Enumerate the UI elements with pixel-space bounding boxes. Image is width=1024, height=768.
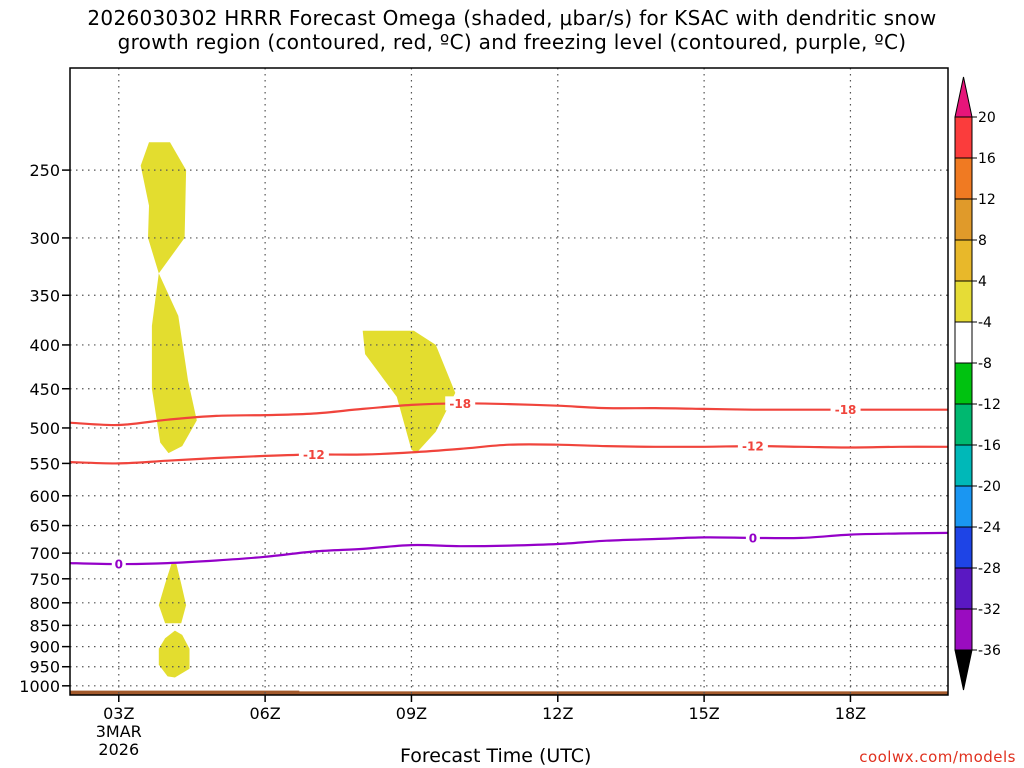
- y-tick-label-350: 350: [29, 286, 60, 305]
- colorbar-label-7: -12: [978, 397, 1001, 413]
- omega-region-right: [362, 330, 456, 454]
- colorbar-label-13: -36: [978, 643, 1001, 659]
- y-tick-label-950: 950: [29, 658, 60, 677]
- contour-label-bg-1-1: [737, 439, 768, 454]
- colorbar-label-9: -20: [978, 479, 1001, 495]
- colorbar-swatch-7: [954, 403, 973, 446]
- contour-label-1-0: -12: [303, 448, 325, 462]
- omega-shading-layer: [140, 142, 456, 678]
- colorbar-label-10: -24: [978, 520, 1001, 536]
- colorbar-label-1: 16: [978, 151, 996, 167]
- colorbar-label-8: -16: [978, 438, 1001, 454]
- x-tick-label-03Z: 03Z: [103, 704, 134, 723]
- y-tick-label-900: 900: [29, 638, 60, 657]
- x-tick-label-06Z: 06Z: [249, 704, 280, 723]
- x-tick-label-18Z: 18Z: [835, 704, 866, 723]
- colorbar-label-12: -32: [978, 602, 1001, 618]
- contour-label-0-0: -18: [449, 397, 471, 411]
- y-tick-label-300: 300: [29, 229, 60, 248]
- y-tick-label-850: 850: [29, 616, 60, 635]
- y-tick-label-800: 800: [29, 594, 60, 613]
- terrain-bump: [70, 690, 300, 693]
- colorbar-swatch-3: [954, 239, 973, 282]
- x-tick-date: 3MAR: [96, 722, 142, 741]
- x-tick-label-09Z: 09Z: [396, 704, 427, 723]
- y-tick-label-750: 750: [29, 570, 60, 589]
- colorbar-label-6: -8: [978, 356, 992, 372]
- colorbar-swatch-12: [954, 608, 973, 651]
- colorbar-swatch-5: [954, 321, 973, 364]
- y-tick-label-550: 550: [29, 454, 60, 473]
- plot-frame: [69, 67, 949, 696]
- y-tick-label-600: 600: [29, 487, 60, 506]
- colorbar: 20 16 12 8 4 -4 -8 -12 -16 -20 -24 -28 -32 -36: [954, 76, 1001, 691]
- contour-label-bg-2-0: [111, 557, 126, 572]
- colorbar-swatch-11: [954, 567, 973, 610]
- credit-link[interactable]: coolwx.com/models: [859, 748, 1016, 766]
- colorbar-swatch-9: [954, 485, 973, 528]
- colorbar-label-11: -28: [978, 561, 1001, 577]
- grid-layer: [70, 68, 948, 695]
- x-tick-label-12Z: 12Z: [542, 704, 573, 723]
- contour-layer: -18 -18 -12 -12 0 0: [69, 396, 949, 572]
- x-tick-year: 2026: [98, 740, 139, 759]
- colorbar-swatch-10: [954, 526, 973, 569]
- x-axis-label: Forecast Time (UTC): [400, 745, 592, 767]
- colorbar-swatch-6: [954, 362, 973, 405]
- y-tick-label-250: 250: [29, 161, 60, 180]
- y-tick-label-450: 450: [29, 380, 60, 399]
- colorbar-swatch-0: [954, 116, 973, 159]
- y-tick-label-1000: 1000: [19, 677, 60, 696]
- omega-region-low-lower: [158, 630, 190, 678]
- colorbar-label-4: 4: [978, 274, 987, 290]
- contour-label-bg-1-0: [298, 447, 329, 462]
- chart-title-line1: 2026030302 HRRR Forecast Omega (shaded, …: [87, 6, 937, 30]
- omega-region-upper: [140, 142, 187, 274]
- contour-label-2-0: 0: [115, 558, 123, 572]
- y-tick-label-650: 650: [29, 517, 60, 536]
- contour-label-2-1: 0: [749, 531, 757, 545]
- colorbar-label-2: 12: [978, 192, 996, 208]
- colorbar-swatch-2: [954, 198, 973, 241]
- colorbar-bottom-arrow: [954, 649, 973, 691]
- x-tick-label-15Z: 15Z: [688, 704, 719, 723]
- contour-line-2: [69, 531, 949, 566]
- colorbar-label-0: 20: [978, 110, 996, 126]
- colorbar-swatch-8: [954, 444, 973, 487]
- terrain-layer: [70, 690, 948, 695]
- chart-title: 2026030302 HRRR Forecast Omega (shaded, …: [0, 6, 1024, 54]
- colorbar-label-5: -4: [978, 315, 992, 331]
- contour-line-1: [69, 443, 949, 465]
- contour-label-bg-0-1: [830, 402, 861, 417]
- contour-label-1-1: -12: [742, 440, 764, 454]
- colorbar-swatch-1: [954, 157, 973, 200]
- y-tick-label-700: 700: [29, 544, 60, 563]
- omega-region-low-upper: [158, 563, 187, 624]
- contour-label-bg-2-1: [745, 530, 760, 545]
- chart-title-line2: growth region (contoured, red, ºC) and f…: [117, 30, 907, 54]
- colorbar-swatch-4: [954, 280, 973, 323]
- colorbar-label-3: 8: [978, 233, 987, 249]
- contour-line-0: [69, 402, 948, 427]
- contour-label-0-1: -18: [835, 403, 857, 417]
- y-tick-label-500: 500: [29, 419, 60, 438]
- colorbar-top-arrow: [954, 76, 973, 118]
- contour-label-bg-0-0: [445, 396, 476, 411]
- y-axis: 250 300 350 400 450 500 550 600 650 700 750 800 850 9…: [19, 161, 70, 696]
- terrain-ground: [70, 691, 948, 695]
- omega-region-mid: [151, 273, 197, 454]
- y-tick-label-400: 400: [29, 336, 60, 355]
